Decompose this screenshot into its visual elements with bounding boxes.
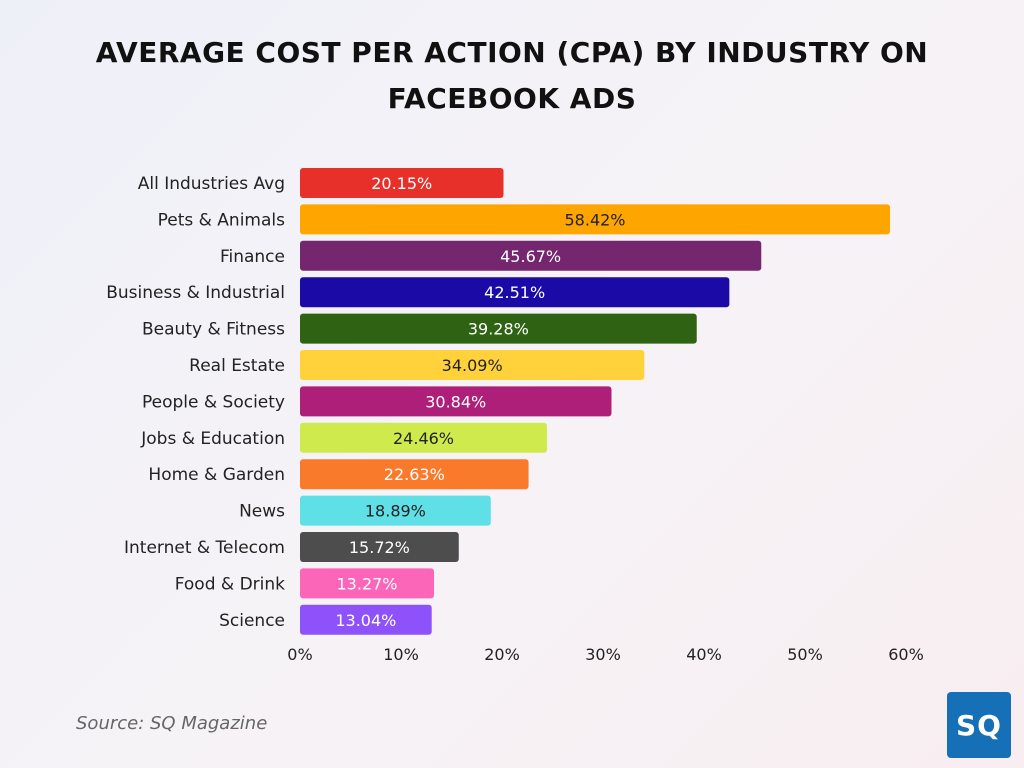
- x-tick-label: 20%: [484, 645, 520, 664]
- bar: [300, 240, 762, 271]
- bar: [300, 168, 504, 198]
- data-label: 30.84%: [425, 392, 486, 411]
- category-label: Pets & Animals: [158, 210, 286, 230]
- chart-title-line-1: AVERAGE COST PER ACTION (CPA) BY INDUSTR…: [95, 36, 929, 69]
- category-label: People & Society: [142, 392, 285, 412]
- data-label: 45.67%: [500, 247, 561, 266]
- data-label: 13.04%: [335, 611, 396, 630]
- bar: [300, 386, 612, 417]
- source-note: Source: SQ Magazine: [76, 713, 268, 734]
- x-tick-label: 40%: [686, 645, 722, 664]
- bar: [300, 532, 459, 562]
- sq-logo: SQ: [947, 692, 1011, 758]
- data-label: 58.42%: [565, 210, 626, 229]
- bar: [300, 459, 529, 490]
- category-label: Jobs & Education: [140, 429, 285, 449]
- x-tick-label: 50%: [787, 645, 823, 664]
- bar: [300, 568, 435, 599]
- bar: [300, 313, 697, 344]
- category-label: Beauty & Fitness: [142, 320, 285, 340]
- category-label: Science: [219, 611, 285, 631]
- category-label: Home & Garden: [148, 465, 285, 485]
- data-label: 22.63%: [384, 465, 445, 484]
- data-label: 18.89%: [365, 502, 426, 521]
- category-label: Finance: [220, 247, 285, 267]
- chart-title-line-2: FACEBOOK ADS: [387, 82, 637, 115]
- data-label: 20.15%: [371, 174, 432, 193]
- category-label: Business & Industrial: [106, 283, 285, 303]
- x-tick-label: 60%: [888, 645, 924, 664]
- category-label: Food & Drink: [175, 574, 285, 594]
- bar: [300, 350, 645, 380]
- data-label: 34.09%: [442, 356, 503, 375]
- data-label: 42.51%: [484, 283, 545, 302]
- x-tick-label: 10%: [383, 645, 419, 664]
- bar: [300, 604, 432, 635]
- category-label: All Industries Avg: [138, 174, 285, 194]
- x-tick-label: 0%: [287, 645, 312, 664]
- data-label: 15.72%: [349, 538, 410, 557]
- data-label: 13.27%: [337, 574, 398, 593]
- bar: [300, 495, 491, 526]
- bar: [300, 277, 730, 308]
- category-label: News: [239, 502, 285, 522]
- x-tick-label: 30%: [585, 645, 621, 664]
- bar: [300, 422, 548, 453]
- data-label: 24.46%: [393, 429, 454, 448]
- category-label: Internet & Telecom: [124, 538, 285, 558]
- data-label: 39.28%: [468, 320, 529, 339]
- category-label: Real Estate: [189, 356, 285, 376]
- bar: [300, 204, 891, 235]
- chart-title: AVERAGE COST PER ACTION (CPA) BY INDUSTR…: [40, 30, 984, 122]
